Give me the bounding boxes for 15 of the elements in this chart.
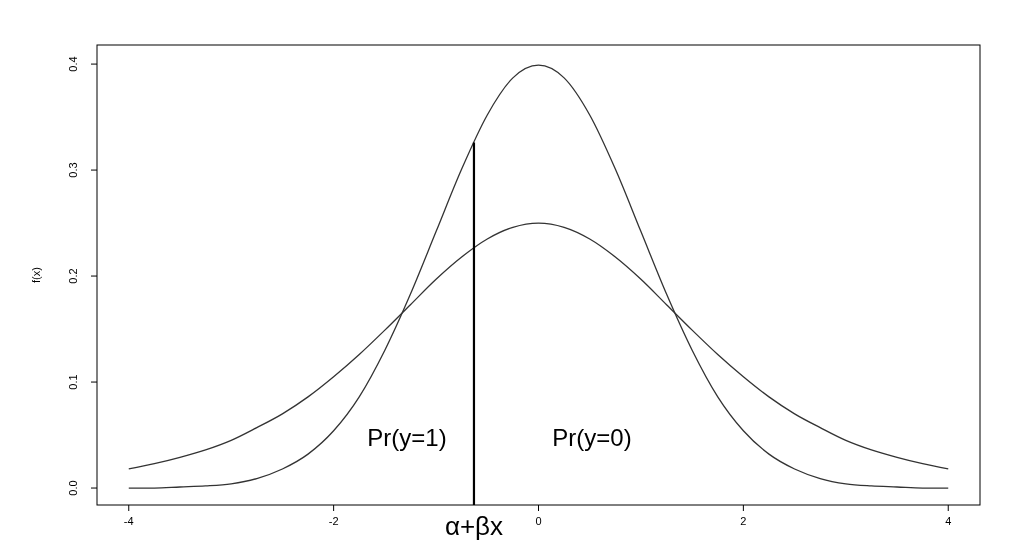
y-axis-title: f(x)	[30, 267, 42, 283]
annotation: Pr(y=0)	[552, 424, 632, 451]
x-tick-label: 2	[740, 515, 747, 527]
text: α+βx	[444, 511, 504, 541]
y-tick-label: 0.4	[67, 56, 79, 72]
x-tick-label: -4	[123, 515, 134, 527]
line-series	[128, 64, 949, 489]
y-tick-label: 0.2	[67, 268, 79, 284]
y-tick-label: 0.0	[67, 480, 79, 496]
x-tick-label: 0	[535, 515, 542, 527]
annotation: Pr(y=1)	[367, 424, 447, 451]
x-tick-label: -2	[328, 515, 339, 527]
y-tick-label: 0.3	[67, 162, 79, 178]
x-tick-label: 4	[945, 515, 952, 527]
y-tick-label: 0.1	[67, 374, 79, 390]
